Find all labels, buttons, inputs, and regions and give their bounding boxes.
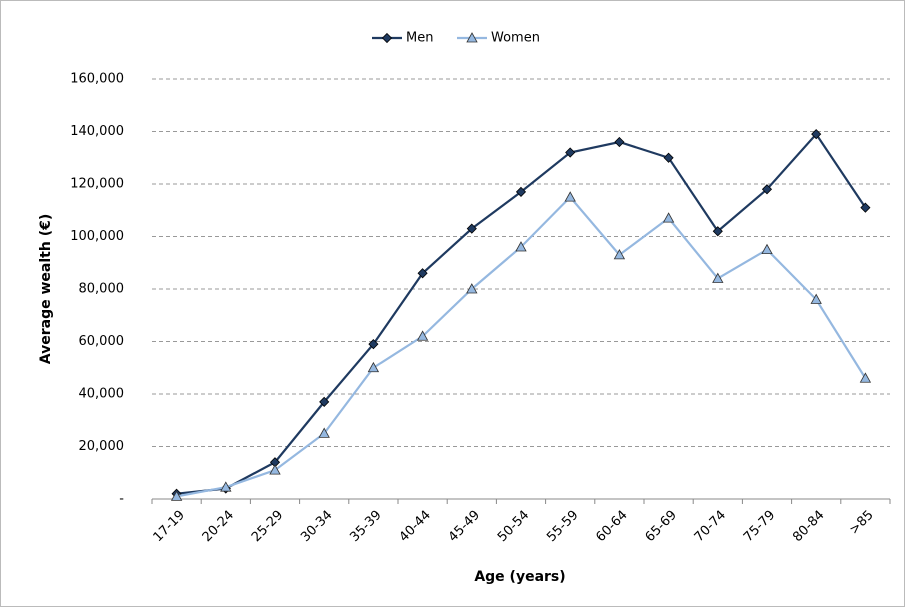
data-point <box>761 184 773 195</box>
data-point <box>318 427 330 438</box>
data-point <box>564 191 576 202</box>
data-point <box>515 186 527 197</box>
data-point <box>368 339 379 350</box>
x-axis-title: Age (years) <box>474 569 565 585</box>
y-tick-label: 160,000 <box>70 72 124 87</box>
data-point <box>663 152 674 163</box>
y-tick-label: 100,000 <box>70 229 124 244</box>
data-point <box>565 147 576 158</box>
y-tick-label: 140,000 <box>70 124 124 139</box>
data-point <box>712 226 723 237</box>
data-point <box>220 481 232 492</box>
data-point <box>319 396 330 407</box>
legend-marker <box>381 32 393 44</box>
data-point <box>417 268 428 279</box>
y-tick-label: 80,000 <box>79 282 125 297</box>
data-point <box>810 293 822 304</box>
data-point <box>466 283 478 294</box>
y-tick-label: 60,000 <box>79 334 125 349</box>
data-point <box>367 361 380 373</box>
data-point <box>416 330 429 341</box>
data-point <box>860 202 871 213</box>
y-tick-label: 120,000 <box>70 177 124 192</box>
data-point <box>859 372 872 383</box>
legend-marker <box>466 32 478 43</box>
legend-label: Women <box>491 31 540 46</box>
y-tick-label: 40,000 <box>79 387 125 402</box>
data-point <box>712 272 724 283</box>
data-point <box>761 243 773 255</box>
y-tick-label: - <box>119 492 124 507</box>
data-point <box>811 129 822 140</box>
data-point <box>466 223 477 234</box>
data-point <box>662 212 675 223</box>
data-point <box>269 464 281 475</box>
data-point <box>515 241 527 252</box>
data-point <box>170 490 183 501</box>
data-point <box>613 249 626 260</box>
legend-label: Men <box>406 31 433 46</box>
y-tick-label: 20,000 <box>79 439 125 454</box>
data-point <box>614 136 625 148</box>
y-axis-title: Average wealth (€) <box>38 214 54 364</box>
